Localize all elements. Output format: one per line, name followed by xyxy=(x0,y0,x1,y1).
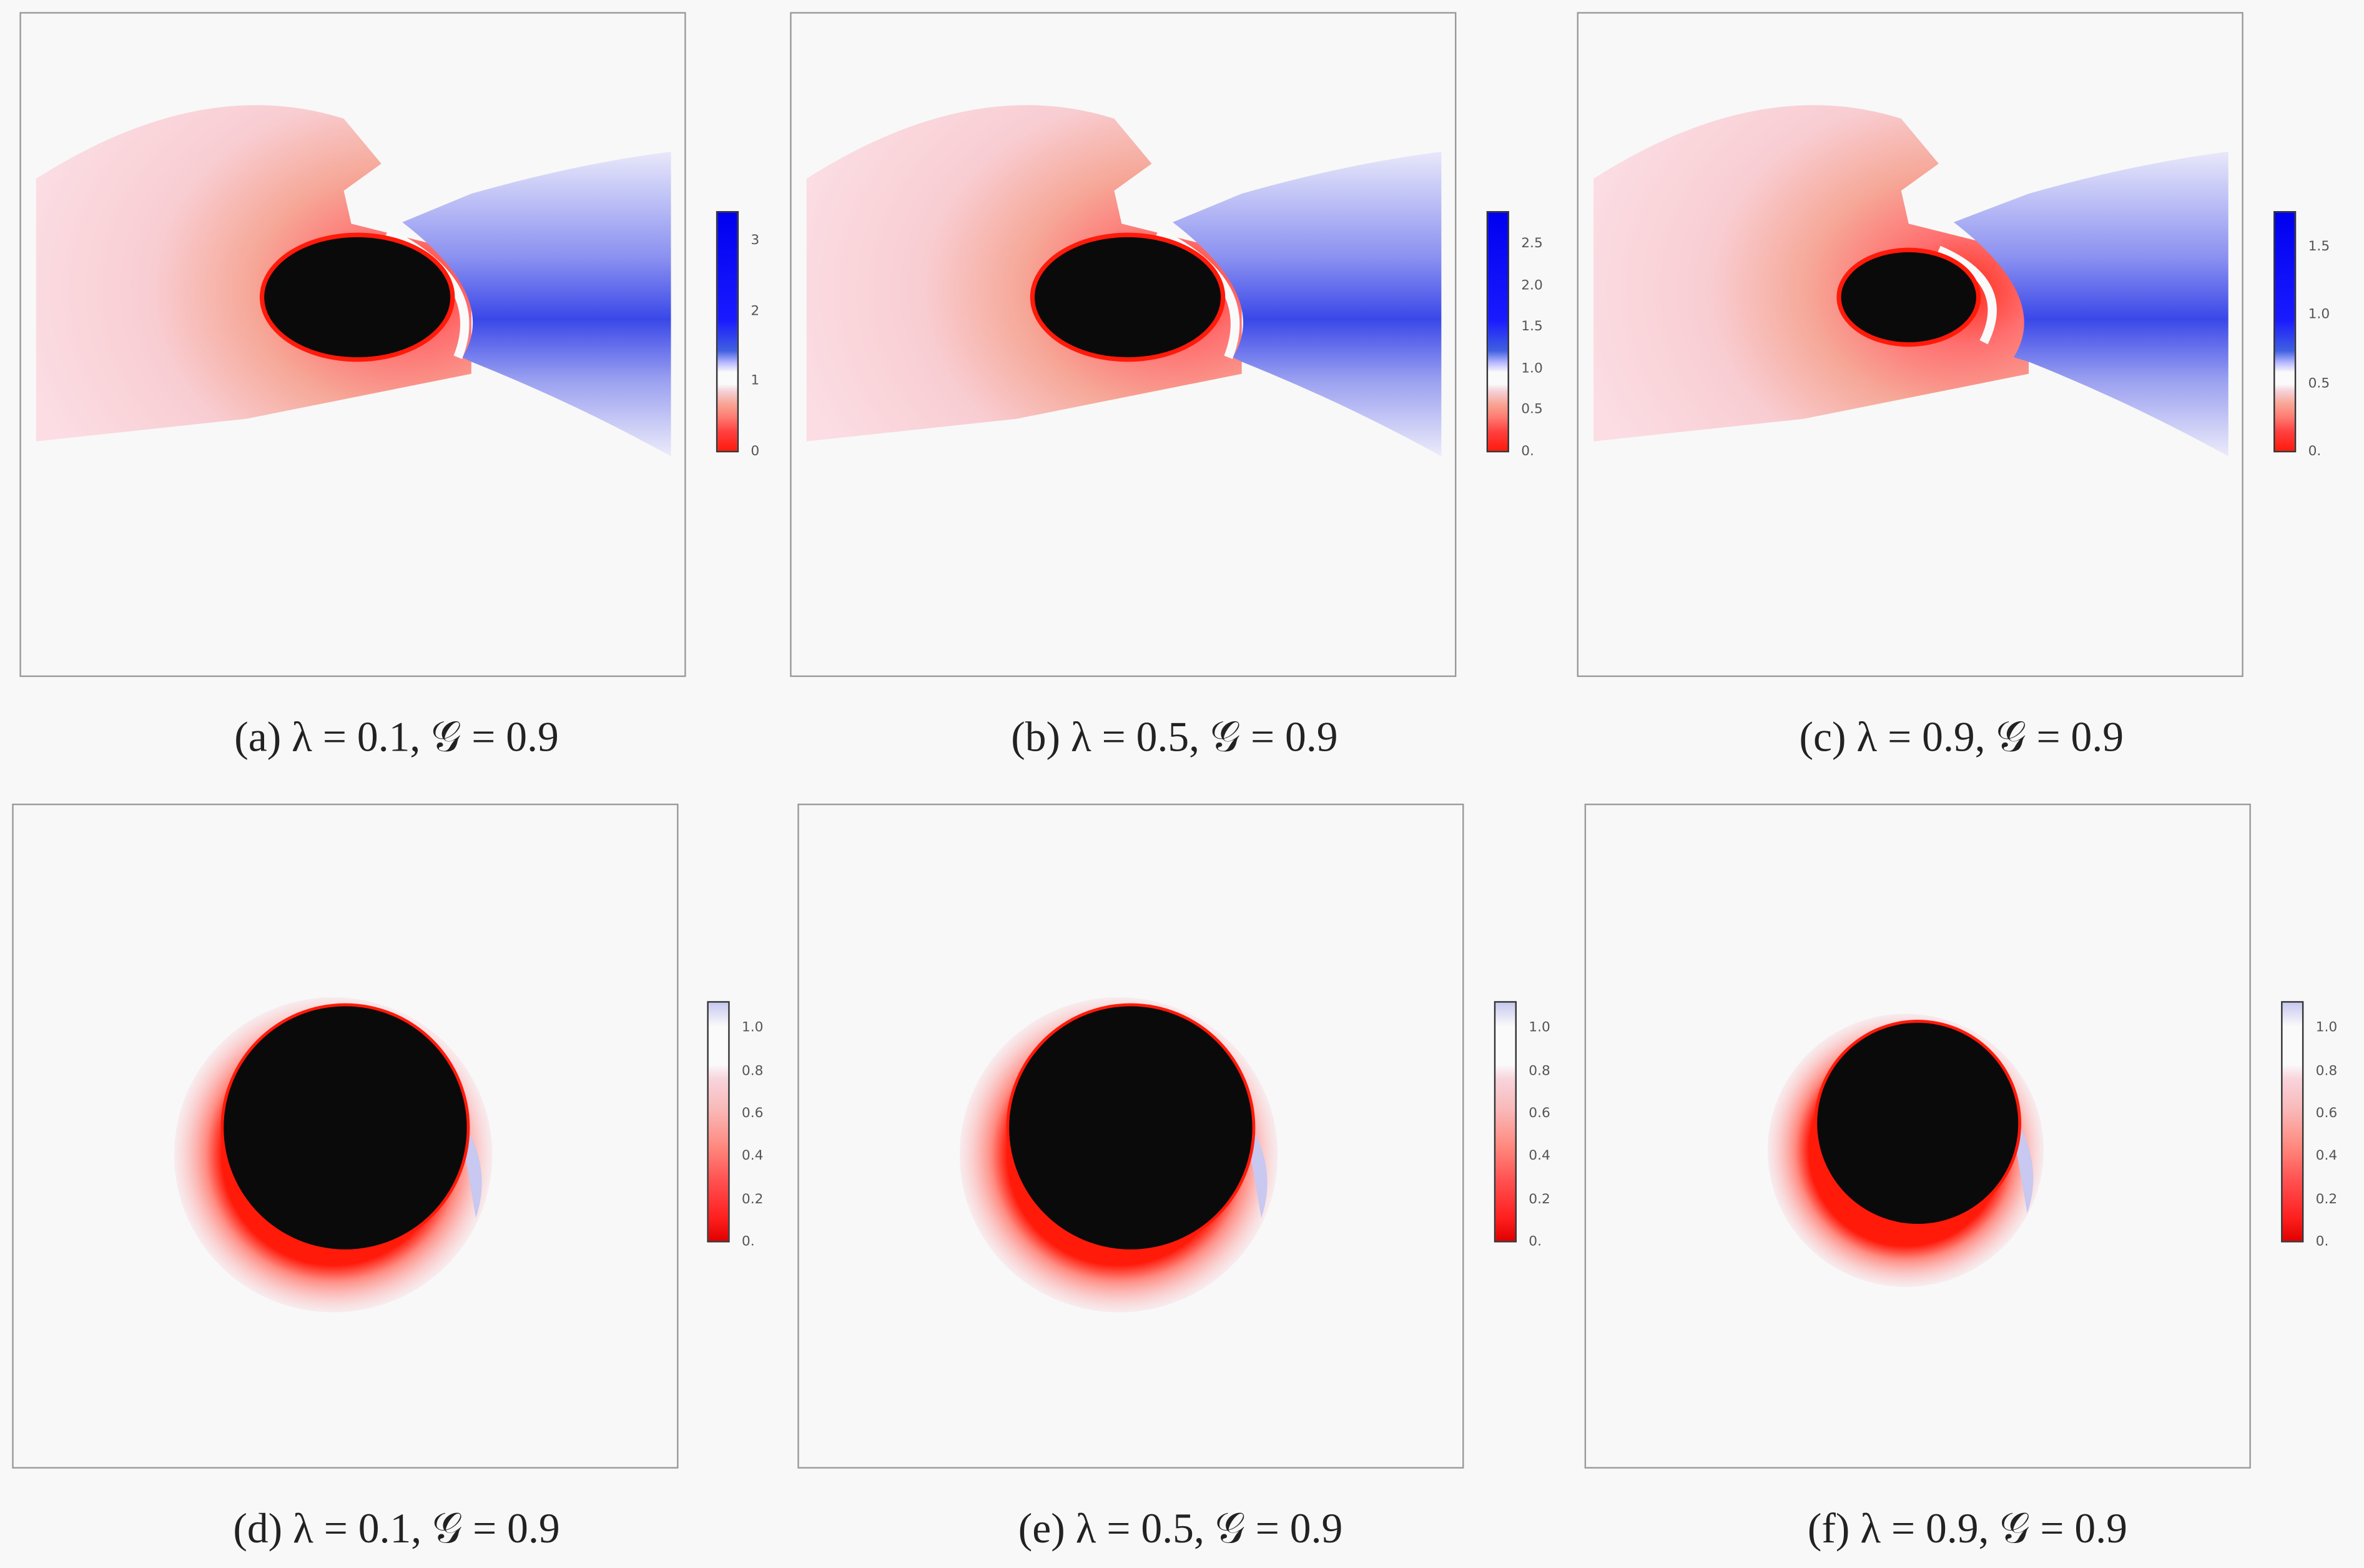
caption-d: (d) λ = 0.1, 𝒢 = 0.9 xyxy=(233,1506,560,1553)
colorbar-tick-label: 0. xyxy=(1529,1235,1542,1250)
caption-c: (c) λ = 0.9, 𝒢 = 0.9 xyxy=(1799,714,2124,762)
panel-c xyxy=(1577,12,2243,678)
colorbar-c xyxy=(2273,211,2297,453)
colorbar-tick-label: 2.0 xyxy=(1521,278,1543,293)
colorbar-tick-label: 0. xyxy=(2315,1235,2329,1250)
caption-b: (b) λ = 0.5, 𝒢 = 0.9 xyxy=(1011,714,1338,762)
colorbar-tick-label: 0.5 xyxy=(1521,403,1543,418)
panel-f xyxy=(1584,803,2251,1469)
field-plot xyxy=(174,997,493,1313)
body xyxy=(1817,1022,2019,1224)
wake-low-region xyxy=(1593,105,2029,441)
wake-high-region xyxy=(1953,151,2229,456)
colorbar-tick-label: 1 xyxy=(751,374,760,390)
caption-f: (f) λ = 0.9, 𝒢 = 0.9 xyxy=(1807,1506,2127,1553)
colorbar-tick-label: 1.0 xyxy=(1529,1021,1550,1037)
colorbar-tick-label: 0. xyxy=(741,1235,755,1250)
colorbar-tick-label: 0. xyxy=(2308,445,2322,460)
colorbar-tick-label: 0.8 xyxy=(741,1063,764,1080)
colorbar-f xyxy=(2281,1001,2304,1243)
caption-e: (e) λ = 0.5, 𝒢 = 0.9 xyxy=(1018,1506,1343,1553)
colorbar-tick-label: 2 xyxy=(751,304,760,320)
body xyxy=(1841,252,1976,343)
colorbar-tick-label: 1.0 xyxy=(741,1021,764,1037)
colorbar-tick-label: 0.6 xyxy=(2315,1107,2338,1122)
wake-high-region xyxy=(402,151,671,456)
colorbar-a xyxy=(716,211,739,453)
body xyxy=(1009,1006,1253,1250)
colorbar-tick-label: 1.5 xyxy=(1521,320,1543,335)
colorbar-e xyxy=(1494,1001,1517,1243)
field-plot xyxy=(806,105,1442,456)
wake-high-region xyxy=(1173,151,1442,456)
colorbar-tick-label: 0.2 xyxy=(2315,1192,2338,1208)
field-plot xyxy=(36,105,671,456)
colorbar-b xyxy=(1486,211,1509,453)
colorbar-tick-label: 0.4 xyxy=(741,1149,764,1165)
body xyxy=(1034,237,1221,358)
colorbar-tick-label: 1.5 xyxy=(2308,239,2330,255)
colorbar-tick-label: 1.0 xyxy=(1521,362,1543,377)
body xyxy=(224,1006,467,1250)
colorbar-tick-label: 0.8 xyxy=(2315,1063,2338,1080)
colorbar-tick-label: 3 xyxy=(751,234,760,249)
field-plot xyxy=(1767,1013,2044,1287)
colorbar-d xyxy=(707,1001,730,1243)
colorbar-tick-label: 0.4 xyxy=(2315,1149,2338,1165)
interface-arc xyxy=(1936,245,1997,345)
caption-a: (a) λ = 0.1, 𝒢 = 0.9 xyxy=(234,714,559,762)
colorbar-tick-label: 0.4 xyxy=(1529,1149,1550,1165)
colorbar-tick-label: 0.6 xyxy=(1529,1107,1550,1122)
colorbar-tick-label: 0.2 xyxy=(1529,1192,1550,1208)
panel-d xyxy=(12,803,679,1469)
colorbar-tick-label: 0. xyxy=(1521,445,1534,460)
panel-b xyxy=(790,12,1457,678)
colorbar-tick-label: 1.0 xyxy=(2308,307,2330,323)
colorbar-tick-label: 1.0 xyxy=(2315,1021,2338,1037)
colorbar-tick-label: 0.2 xyxy=(741,1192,764,1208)
body xyxy=(264,237,451,358)
colorbar-tick-label: 0.6 xyxy=(741,1107,764,1122)
colorbar-tick-label: 0.5 xyxy=(2308,376,2330,392)
colorbar-tick-label: 0 xyxy=(751,445,760,460)
panel-a xyxy=(19,12,686,678)
colorbar-tick-label: 2.5 xyxy=(1521,237,1543,252)
field-plot xyxy=(959,997,1278,1313)
panel-e xyxy=(797,803,1464,1469)
colorbar-tick-label: 0.8 xyxy=(1529,1063,1550,1080)
field-plot xyxy=(1593,105,2229,456)
